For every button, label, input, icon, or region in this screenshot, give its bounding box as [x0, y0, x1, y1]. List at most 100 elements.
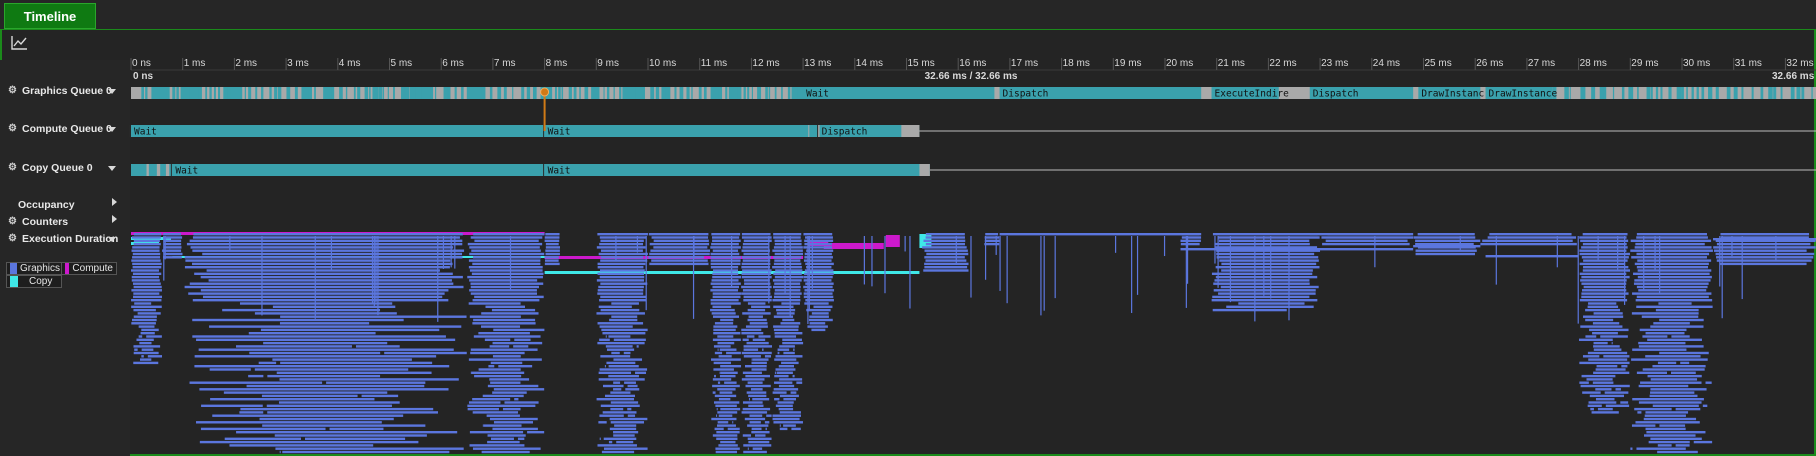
graphics-duration-bar	[1413, 236, 1476, 239]
graphics-queue-segment	[404, 87, 406, 99]
graphics-duration-bar	[777, 351, 780, 355]
graphics-duration-bar	[141, 328, 159, 332]
graphics-queue-segment	[803, 87, 995, 99]
graphics-queue-segment	[573, 87, 577, 99]
graphics-queue-segment	[1801, 87, 1805, 99]
graphics-queue-segment	[461, 87, 464, 99]
graphics-duration-bar	[598, 421, 607, 424]
graphics-duration-bar	[804, 256, 833, 259]
graphics-duration-drip	[999, 236, 1001, 291]
graphics-queue-segment	[301, 87, 312, 99]
legend-graphics-label: Graphics	[19, 263, 60, 274]
graphics-duration-bar	[611, 302, 639, 305]
graphics-duration-bar	[748, 404, 764, 407]
graphics-duration-bar	[1636, 295, 1709, 299]
graphics-duration-bar	[711, 233, 741, 236]
graphics-duration-bar	[472, 262, 541, 266]
graphics-duration-bar	[146, 335, 162, 338]
gear-icon[interactable]: ⚙	[8, 233, 17, 244]
graphics-duration-bar	[209, 325, 462, 328]
graphics-duration-bar	[600, 256, 644, 259]
tab-timeline[interactable]: Timeline	[4, 3, 96, 29]
graphics-duration-bar	[744, 417, 766, 421]
graphics-duration-bar	[1647, 374, 1702, 378]
graphics-duration-bar	[1587, 404, 1602, 407]
graphics-duration-bar	[472, 256, 541, 259]
legend-copy[interactable]: Copy	[6, 275, 62, 288]
graphics-queue-segment	[703, 87, 707, 99]
compute-queue-row[interactable]: ⚙ Compute Queue 0	[8, 122, 112, 136]
compute-queue-expand-icon[interactable]	[108, 127, 116, 132]
graphics-duration-bar	[185, 259, 451, 262]
graphics-duration-bar	[714, 322, 734, 325]
graphics-duration-bar	[732, 421, 734, 424]
copy-queue-row[interactable]: ⚙ Copy Queue 0	[8, 161, 93, 175]
graphics-duration-bar	[598, 371, 632, 374]
graphics-duration-bar	[131, 236, 161, 239]
ruler-tick-label: 22 ms	[1269, 58, 1296, 69]
graphics-duration-bar	[649, 252, 710, 256]
graphics-duration-bar	[189, 381, 323, 384]
occupancy-row[interactable]: Occupancy	[18, 198, 75, 212]
occupancy-expand-icon[interactable]	[112, 198, 117, 206]
graphics-duration-bar	[229, 444, 374, 447]
graphics-queue-segment	[728, 87, 741, 99]
graphics-duration-bar	[1579, 299, 1628, 302]
compute-queue-bar-label: Dispatch	[822, 127, 868, 138]
graphics-duration-bar	[597, 233, 648, 236]
graphics-duration-bar	[598, 305, 632, 308]
graphics-queue-expand-icon[interactable]	[108, 89, 116, 94]
gear-icon[interactable]: ⚙	[8, 123, 17, 134]
graphics-duration-bar	[208, 279, 452, 282]
graphics-queue-segment	[1628, 87, 1634, 99]
legend-compute[interactable]: Compute	[61, 262, 117, 275]
graphics-duration-bar	[1582, 242, 1627, 246]
graphics-duration-bar	[764, 355, 772, 358]
gear-icon[interactable]: ⚙	[8, 162, 17, 173]
graphics-duration-bar	[773, 305, 794, 308]
graphics-duration-bar	[190, 246, 454, 249]
graphics-duration-bar	[774, 381, 793, 384]
graphics-duration-bar	[254, 312, 397, 315]
graphics-duration-bar	[1659, 424, 1686, 427]
execution-duration-expand-icon[interactable]	[108, 237, 116, 242]
execution-duration-row[interactable]: ⚙ Execution Duration	[8, 232, 118, 246]
gear-icon[interactable]: ⚙	[8, 216, 17, 227]
copy-queue-expand-icon[interactable]	[108, 166, 116, 171]
graphics-duration-bar	[1180, 242, 1200, 246]
graphics-duration-bar	[783, 351, 795, 355]
graphics-duration-bar	[803, 275, 833, 279]
graphics-duration-bar	[138, 335, 143, 338]
legend-graphics[interactable]: Graphics	[6, 262, 64, 275]
graphics-duration-bar	[599, 242, 644, 246]
counters-row[interactable]: ⚙ Counters	[8, 215, 68, 229]
graphics-duration-bar	[1487, 236, 1577, 239]
graphics-duration-drip	[1459, 236, 1461, 251]
graphics-duration-bar	[610, 391, 631, 394]
graphics-queue-row[interactable]: ⚙ Graphics Queue 0	[8, 84, 112, 98]
graphics-queue-segment	[369, 87, 371, 99]
graphics-duration-bar	[1580, 325, 1623, 328]
graphics-duration-drip	[330, 236, 333, 270]
graphics-queue-segment	[584, 87, 589, 99]
counters-expand-icon[interactable]	[112, 215, 117, 223]
graphics-duration-bar	[747, 437, 772, 440]
line-chart-icon[interactable]	[10, 35, 28, 51]
graphics-duration-bar	[747, 381, 763, 384]
graphics-duration-bar	[1655, 308, 1699, 312]
graphics-duration-bar	[468, 259, 541, 262]
graphics-queue-segment	[1564, 87, 1569, 99]
graphics-duration-bar	[192, 236, 460, 239]
gear-icon[interactable]: ⚙	[8, 85, 17, 96]
graphics-duration-bar	[598, 285, 644, 289]
graphics-duration-bar	[597, 322, 644, 325]
graphics-duration-bar	[474, 295, 544, 299]
graphics-duration-bar	[266, 404, 392, 407]
graphics-duration-bar	[713, 325, 738, 328]
graphics-queue-segment	[710, 87, 723, 99]
graphics-duration-bar	[741, 262, 771, 266]
graphics-duration-bar	[361, 394, 399, 398]
graphics-duration-bar	[1415, 239, 1481, 242]
graphics-duration-bar	[131, 269, 159, 272]
